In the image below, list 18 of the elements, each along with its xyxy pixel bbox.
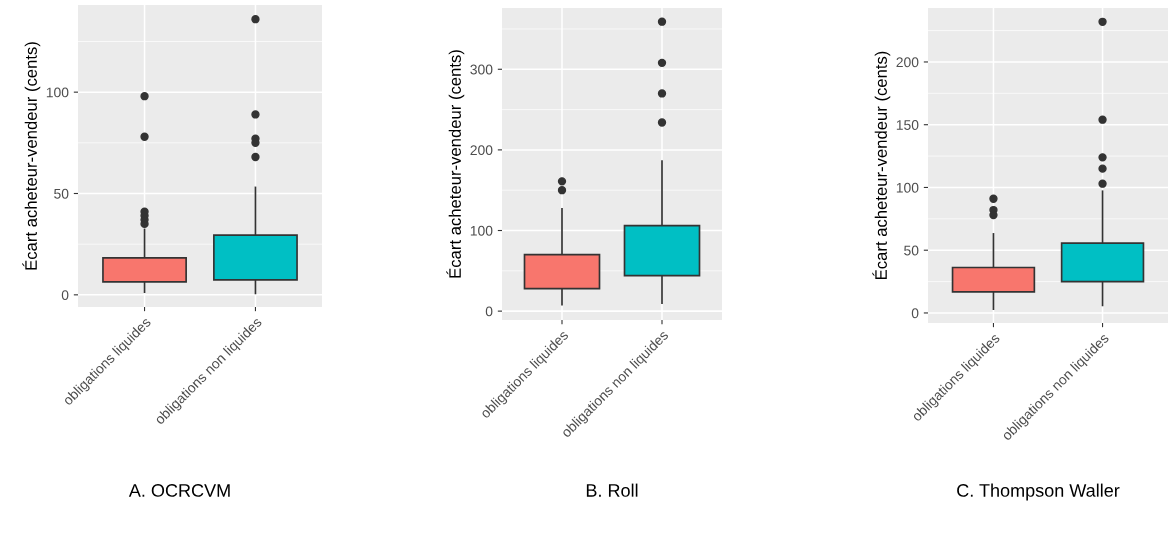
y-tick-label: 200 <box>470 145 493 156</box>
y-tick-label: 300 <box>470 64 493 75</box>
y-tick-label: 0 <box>911 308 919 319</box>
y-tick-label: 200 <box>896 57 919 68</box>
y-tick-label: 50 <box>904 245 919 256</box>
y-tick-label: 0 <box>61 290 69 301</box>
y-tick-label: 150 <box>896 120 919 130</box>
text: B. Roll <box>586 483 638 497</box>
y-axis-title: Écart acheteur-vendeur (cents) <box>22 42 41 270</box>
y-tick-label: 50 <box>54 188 69 199</box>
y-tick-label: 100 <box>896 182 919 193</box>
text: C. Thompson Waller <box>957 483 1120 501</box>
y-tick-label: 100 <box>46 87 69 98</box>
text: A. OCRCVM <box>128 484 230 497</box>
y-axis-title: Écart acheteur-vendeur (cents) <box>872 51 891 279</box>
y-axis-title: Écart acheteur-vendeur (cents) <box>446 50 465 278</box>
y-tick-label: 100 <box>470 225 493 236</box>
y-tick-label: 0 <box>485 306 493 317</box>
